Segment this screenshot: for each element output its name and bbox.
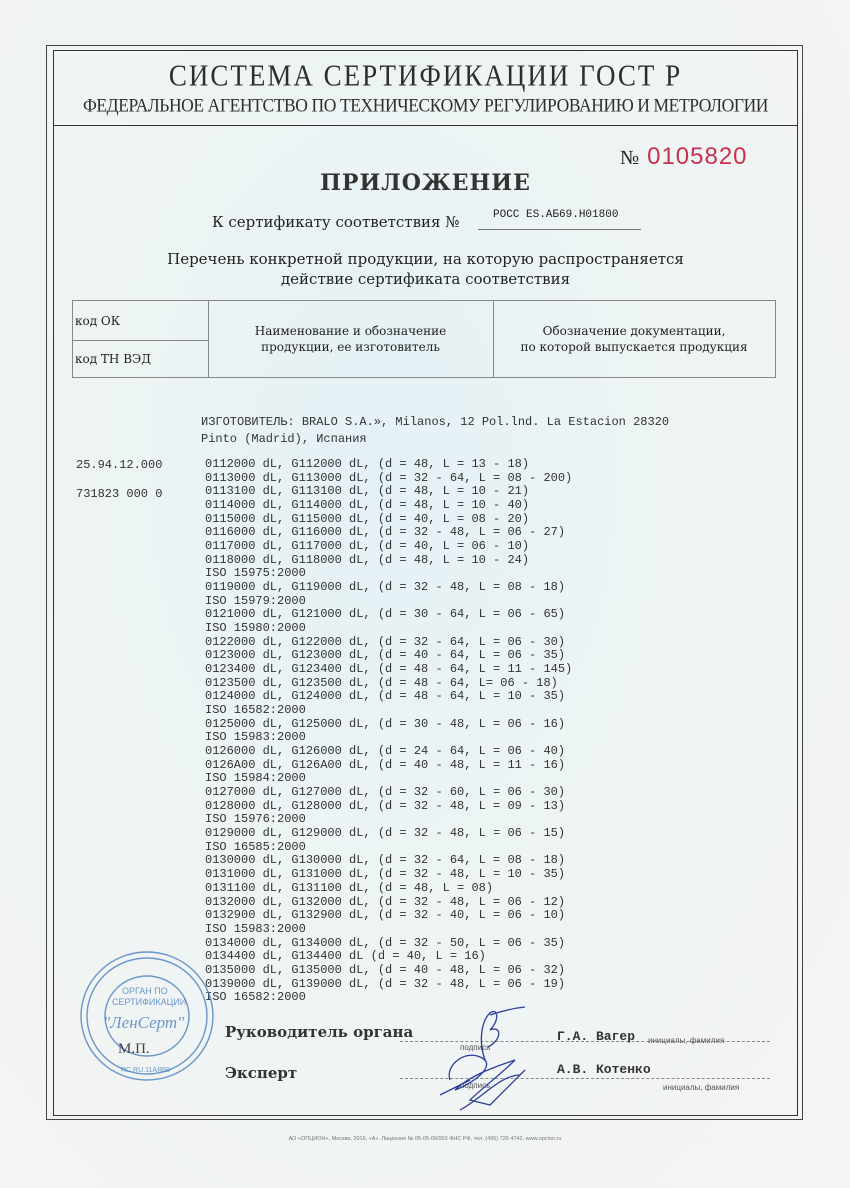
- agency-title: ФЕДЕРАЛЬНОЕ АГЕНТСТВО ПО ТЕХНИЧЕСКОМУ РЕ…: [82, 93, 769, 116]
- expert-label: Эксперт: [225, 1064, 298, 1082]
- product-item: 0125000 dL, G125000 dL, (d = 30 - 48, L …: [205, 716, 566, 731]
- product-item: 0113100 dL, G113100 dL, (d = 48, L = 10 …: [205, 484, 530, 499]
- docs-column-header: Обозначение документации, по которой выпу…: [493, 301, 775, 377]
- code-tn-header: код ТН ВЭД: [75, 352, 151, 366]
- system-title: СИСТЕМА СЕРТИФИКАЦИИ ГОСТ Р: [168, 57, 683, 93]
- standard-reference: ISO 15984:2000: [205, 771, 306, 786]
- name-header-line2: продукции, ее изготовитель: [261, 340, 440, 354]
- standard-reference: ISO 16585:2000: [205, 839, 306, 854]
- product-item: 0135000 dL, G135000 dL, (d = 40 - 48, L …: [205, 962, 566, 977]
- product-item: 0122000 dL, G122000 dL, (d = 32 - 64, L …: [205, 634, 566, 649]
- manufacturer-line2: Pinto (Madrid), Испания: [201, 431, 367, 446]
- head-label: Руководитель органа: [225, 1023, 414, 1041]
- svg-text:"ЛенСерт": "ЛенСерт": [103, 1013, 185, 1032]
- list-title: Перечень конкретной продукции, на котору…: [53, 249, 798, 289]
- standard-reference: ISO 15983:2000: [205, 730, 306, 745]
- head-name-caption: инициалы, фамилия: [648, 1036, 725, 1045]
- product-item: 0121000 dL, G121000 dL, (d = 30 - 64, L …: [205, 607, 566, 622]
- product-item: 0127000 dL, G127000 dL, (d = 32 - 60, L …: [205, 785, 566, 800]
- product-item: 0132900 dL, G132900 dL, (d = 32 - 40, L …: [205, 908, 566, 923]
- number-sign: №: [620, 147, 640, 169]
- manufacturer: ИЗГОТОВИТЕЛЬ: BRALO S.A.», Milanos, 12 P…: [201, 414, 669, 447]
- standard-reference: ISO 15980:2000: [205, 621, 306, 636]
- product-item: 0131000 dL, G131000 dL, (d = 32 - 48, L …: [205, 867, 566, 882]
- product-item: 0117000 dL, G117000 dL, (d = 40, L = 06 …: [205, 539, 530, 554]
- expert-signature-line: [400, 1078, 770, 1079]
- standard-reference: ISO 16582:2000: [205, 703, 306, 718]
- name-header-line1: Наименование и обозначение: [254, 324, 447, 338]
- head-sign-caption: подпись: [460, 1043, 491, 1052]
- product-item: 0131100 dL, G131100 dL, (d = 48, L = 08): [205, 880, 494, 895]
- list-title-line2: действие сертификата соответствия: [280, 270, 571, 288]
- code-ok-value: 25.94.12.000: [76, 458, 163, 472]
- product-item: 0130000 dL, G130000 dL, (d = 32 - 64, L …: [205, 853, 566, 868]
- docs-header-line1: Обозначение документации,: [542, 324, 726, 338]
- product-item: 0134400 dL, G134400 dL (d = 40, L = 16): [205, 949, 486, 964]
- product-item: 0128000 dL, G128000 dL, (d = 32 - 48, L …: [205, 798, 566, 813]
- product-item: 0113000 dL, G113000 dL, (d = 32 - 64, L …: [205, 470, 573, 485]
- stamp-seal: ОРГАН ПО СЕРТИФИКАЦИИ "ЛенСерт" RC.RU.11…: [80, 951, 214, 1081]
- product-item: 0123400 dL, G123400 dL, (d = 48 - 64, L …: [205, 662, 573, 677]
- product-item: 0124000 dL, G124000 dL, (d = 48 - 64, L …: [205, 689, 566, 704]
- list-title-line1: Перечень конкретной продукции, на котору…: [167, 250, 684, 268]
- header-divider: [53, 125, 798, 126]
- seal-place-label: М.П.: [118, 1041, 150, 1057]
- code-ok-header: код ОК: [75, 314, 121, 328]
- form-number: № 0105820: [620, 143, 748, 171]
- standard-reference: ISO 15975:2000: [205, 566, 306, 581]
- outer-frame: [46, 45, 803, 1120]
- product-item: 0129000 dL, G129000 dL, (d = 32 - 48, L …: [205, 826, 566, 841]
- form-number-value: 0105820: [647, 143, 748, 170]
- svg-text:СЕРТИФИКАЦИИ: СЕРТИФИКАЦИИ: [112, 997, 186, 1007]
- svg-text:RC.RU.11АЯ69: RC.RU.11АЯ69: [121, 1067, 170, 1074]
- product-item: 0123000 dL, G123000 dL, (d = 40 - 64, L …: [205, 648, 566, 663]
- certificate-number: РОСС ES.АБ69.Н01800: [493, 209, 619, 221]
- inner-frame: [53, 50, 798, 1116]
- standard-reference: ISO 15976:2000: [205, 812, 306, 827]
- handwritten-signatures: [439, 1006, 526, 1111]
- product-item: 0123500 dL, G123500 dL, (d = 48 - 64, L=…: [205, 675, 558, 690]
- printer-footer: АО «ОПЦИОН», Москва, 2016, «А». Лицензия…: [288, 1136, 562, 1142]
- manufacturer-line1: ИЗГОТОВИТЕЛЬ: BRALO S.A.», Milanos, 12 P…: [201, 415, 670, 429]
- appendix-title: ПРИЛОЖЕНИЕ: [320, 170, 531, 196]
- name-column-header: Наименование и обозначение продукции, ее …: [208, 301, 494, 377]
- expert-name-caption: инициалы, фамилия: [663, 1083, 740, 1092]
- table-header: код ОК код ТН ВЭД Наименование и обознач…: [72, 300, 776, 378]
- product-item: 0139000 dL, G139000 dL, (d = 32 - 48, L …: [205, 976, 566, 991]
- product-item: 0132000 dL, G132000 dL, (d = 32 - 48, L …: [205, 894, 566, 909]
- head-name: Г.А. Вагер: [557, 1029, 636, 1044]
- expert-name: А.В. Котенко: [557, 1062, 651, 1077]
- codes-split: [73, 340, 208, 341]
- standard-reference: ISO 15979:2000: [205, 593, 306, 608]
- expert-sign-caption: подпись: [460, 1081, 491, 1090]
- docs-header-line2: по которой выпускается продукция: [520, 340, 748, 354]
- product-item: 0119000 dL, G119000 dL, (d = 32 - 48, L …: [205, 580, 566, 595]
- product-list: 0112000 dL, G112000 dL, (d = 48, L = 13 …: [205, 457, 573, 1005]
- product-item: 0118000 dL, G118000 dL, (d = 48, L = 10 …: [205, 552, 530, 567]
- product-item: 0116000 dL, G116000 dL, (d = 32 - 48, L …: [205, 525, 566, 540]
- standard-reference: ISO 16582:2000: [205, 990, 306, 1005]
- head-signature-line: [400, 1041, 770, 1042]
- product-item: 0114000 dL, G114000 dL, (d = 48, L = 10 …: [205, 498, 530, 513]
- certificate-label: К сертификату соответствия №: [212, 213, 460, 231]
- product-item: 0115000 dL, G115000 dL, (d = 40, L = 08 …: [205, 511, 530, 526]
- codes-column-header: код ОК код ТН ВЭД: [73, 301, 209, 377]
- standard-reference: ISO 15983:2000: [205, 921, 306, 936]
- certificate-underline: [478, 229, 641, 230]
- code-tn-value: 731823 000 0: [76, 487, 163, 501]
- svg-text:ОРГАН ПО: ОРГАН ПО: [122, 986, 168, 996]
- product-item: 0112000 dL, G112000 dL, (d = 48, L = 13 …: [205, 457, 530, 471]
- product-item: 0134000 dL, G134000 dL, (d = 32 - 50, L …: [205, 935, 566, 950]
- product-item: 0126A00 dL, G126A00 dL, (d = 40 - 48, L …: [205, 757, 566, 772]
- product-item: 0126000 dL, G126000 dL, (d = 24 - 64, L …: [205, 744, 566, 759]
